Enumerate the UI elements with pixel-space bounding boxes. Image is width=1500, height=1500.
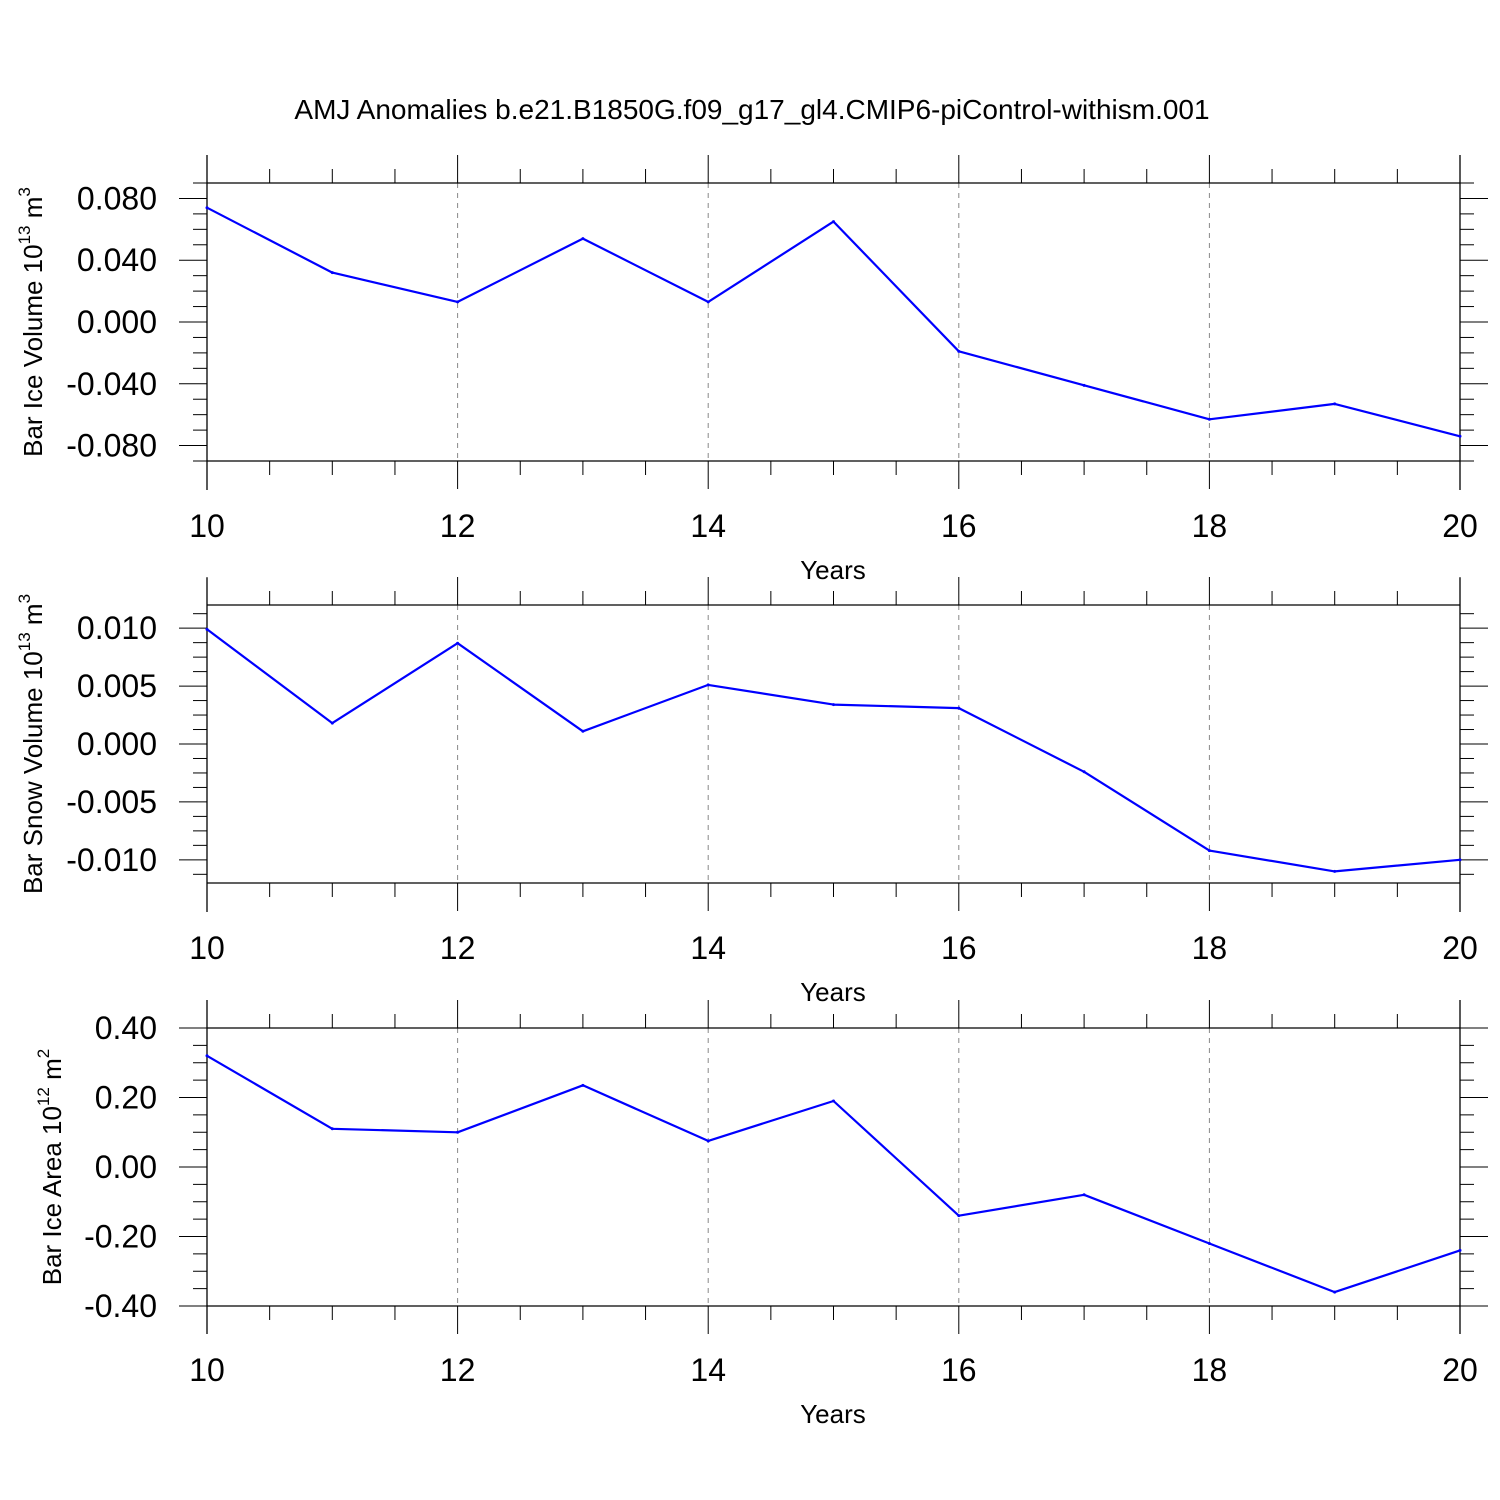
y-axis-title: Bar Ice Volume 1013 m3 bbox=[15, 187, 48, 457]
x-tick-label: 20 bbox=[1442, 930, 1478, 966]
series-line bbox=[206, 206, 1461, 438]
data-point bbox=[330, 271, 334, 275]
x-tick-label: 10 bbox=[189, 930, 225, 966]
data-point bbox=[456, 300, 460, 304]
y-tick-label: 0.010 bbox=[77, 610, 157, 646]
y-tick-label: -0.005 bbox=[66, 784, 157, 820]
y-tick-label: 0.000 bbox=[77, 304, 157, 340]
x-tick-label: 12 bbox=[440, 508, 476, 544]
data-point bbox=[832, 703, 835, 707]
data-point bbox=[1082, 1193, 1086, 1197]
x-tick-label: 20 bbox=[1442, 508, 1478, 544]
data-point bbox=[1207, 849, 1211, 853]
series-line bbox=[206, 628, 1461, 873]
chart-panel-3: 10 12 14 16 18 20 Years 0.40 0.20 0.00 -0.20 -0.40 B… bbox=[34, 1000, 1488, 1429]
y-tick-label: 0.040 bbox=[77, 242, 157, 278]
x-axis-title: Years bbox=[800, 555, 866, 585]
y-tick-label: 0.20 bbox=[95, 1080, 157, 1116]
data-point bbox=[706, 683, 710, 687]
y-tick-label: -0.40 bbox=[84, 1288, 157, 1324]
data-point bbox=[330, 1127, 334, 1131]
y-tick-label: 0.000 bbox=[77, 726, 157, 762]
data-point bbox=[706, 300, 710, 304]
x-tick-label: 20 bbox=[1442, 1352, 1478, 1388]
data-point bbox=[1333, 1290, 1337, 1294]
data-point bbox=[1082, 770, 1086, 774]
data-point bbox=[581, 237, 585, 241]
x-tick-label: 12 bbox=[440, 930, 476, 966]
chart-panel-2: 10 12 14 16 18 20 Years 0.010 0.005 0.000 -0.005 -0… bbox=[15, 577, 1488, 1007]
data-point bbox=[1458, 1248, 1462, 1252]
y-tick-label: 0.080 bbox=[77, 180, 157, 216]
y-axis-title: Bar Ice Area 1012 m2 bbox=[34, 1049, 67, 1286]
data-point bbox=[205, 627, 209, 631]
x-tick-label: 16 bbox=[941, 930, 977, 966]
data-point bbox=[330, 721, 334, 725]
x-tick-label: 18 bbox=[1192, 1352, 1228, 1388]
y-tick-label: -0.080 bbox=[66, 428, 157, 464]
data-point bbox=[205, 206, 209, 210]
y-tick-label: -0.040 bbox=[66, 366, 157, 402]
y-tick-label: 0.00 bbox=[95, 1149, 157, 1185]
data-point bbox=[706, 1139, 710, 1143]
x-tick-label: 18 bbox=[1192, 930, 1228, 966]
x-tick-label: 18 bbox=[1192, 508, 1228, 544]
x-axis-title: Years bbox=[800, 977, 866, 1007]
x-tick-label: 16 bbox=[941, 1352, 977, 1388]
y-tick-label: 0.005 bbox=[77, 668, 157, 704]
x-tick-label: 12 bbox=[440, 1352, 476, 1388]
data-point bbox=[832, 1099, 835, 1103]
chart-panel-1: 10 12 14 16 18 20 Years 0.080 0.040 0.000 -0.040 -0… bbox=[15, 155, 1488, 585]
figure-title: AMJ Anomalies b.e21.B1850G.f09_g17_gl4.C… bbox=[294, 94, 1209, 125]
x-tick-label: 14 bbox=[690, 930, 726, 966]
data-point bbox=[1458, 434, 1462, 438]
y-tick-label: 0.40 bbox=[95, 1010, 157, 1046]
x-axis-title: Years bbox=[800, 1399, 866, 1429]
x-tick-label: 14 bbox=[690, 508, 726, 544]
data-point bbox=[1333, 869, 1337, 873]
panels: 10 12 14 16 18 20 Years 0.080 0.040 0.000 -0.040 -0… bbox=[15, 155, 1488, 1429]
x-tick-label: 10 bbox=[189, 1352, 225, 1388]
data-point bbox=[957, 1214, 961, 1218]
data-point bbox=[1207, 1241, 1211, 1245]
series-line bbox=[206, 1054, 1461, 1294]
data-point bbox=[832, 220, 835, 224]
y-tick-label: -0.20 bbox=[84, 1219, 157, 1255]
data-point bbox=[1082, 383, 1086, 387]
data-point bbox=[957, 706, 961, 710]
data-point bbox=[456, 641, 460, 645]
data-point bbox=[1458, 858, 1462, 862]
x-tick-label: 10 bbox=[189, 508, 225, 544]
y-axis-title: Bar Snow Volume 1013 m3 bbox=[15, 594, 48, 894]
data-point bbox=[205, 1054, 209, 1058]
x-tick-label: 16 bbox=[941, 508, 977, 544]
data-point bbox=[1333, 402, 1337, 406]
data-point bbox=[581, 729, 585, 733]
y-tick-label: -0.010 bbox=[66, 842, 157, 878]
data-point bbox=[581, 1083, 585, 1087]
x-tick-label: 14 bbox=[690, 1352, 726, 1388]
data-point bbox=[456, 1130, 460, 1134]
data-point bbox=[957, 349, 961, 353]
data-point bbox=[1207, 417, 1211, 421]
